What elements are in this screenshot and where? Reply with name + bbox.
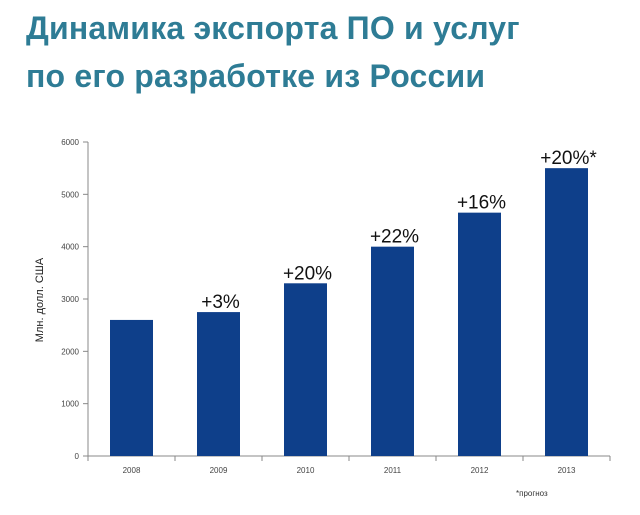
y-tick-label: 4000 [61, 243, 79, 252]
x-tick-label: 2008 [123, 466, 141, 475]
x-tick-label: 2011 [384, 466, 402, 475]
x-tick-label: 2010 [297, 466, 315, 475]
y-tick-label: 6000 [61, 138, 79, 147]
chart-title-line1: Динамика экспорта ПО и услуг [26, 10, 520, 46]
y-tick-label: 2000 [61, 347, 79, 356]
bar-2008 [110, 319, 153, 456]
bar-2009 [197, 312, 240, 456]
y-tick-label: 0 [75, 452, 80, 461]
data-label-2010: +20% [283, 263, 332, 284]
data-label-2013: +20%* [540, 148, 597, 169]
y-tick-label: 5000 [61, 190, 79, 199]
x-tick-label: 2013 [558, 466, 576, 475]
data-label-2012: +16% [457, 193, 506, 214]
forecast-footnote: *прогноз [516, 489, 548, 498]
data-label-2011: +22% [370, 227, 419, 248]
y-tick-label: 1000 [61, 400, 79, 409]
bar-2011 [371, 246, 414, 456]
bar-2012 [458, 212, 501, 456]
data-label-2009: +3% [201, 292, 240, 313]
chart-title-line2: по его разработке из России [26, 58, 486, 94]
bar-2013 [545, 168, 588, 456]
bar-2010 [284, 283, 327, 456]
x-tick-label: 2012 [471, 466, 489, 475]
y-axis-label: Млн. долл. США [34, 257, 46, 343]
x-tick-label: 2009 [210, 466, 228, 475]
y-tick-label: 3000 [61, 295, 79, 304]
chart-title: Динамика экспорта ПО и услуг по его разр… [26, 4, 626, 100]
